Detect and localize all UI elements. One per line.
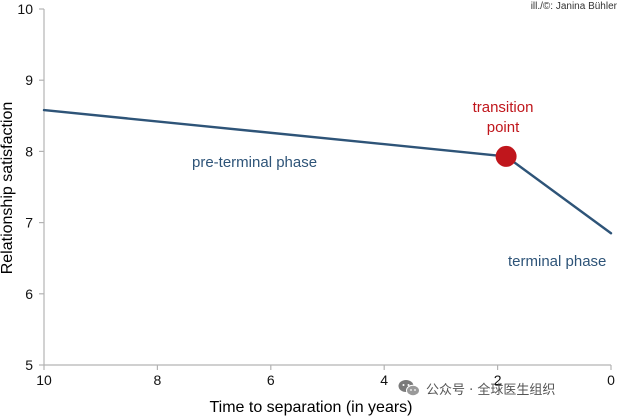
y-tick-label: 6 [25, 286, 33, 302]
image-credit: ill./©: Janina Bühler [531, 1, 618, 12]
x-tick-labels: 10 8 6 4 2 0 [36, 365, 615, 388]
y-tick-label: 8 [25, 143, 33, 159]
y-tick-label: 5 [25, 357, 33, 373]
transition-point-marker [495, 145, 517, 167]
pre-terminal-phase-label: pre-terminal phase [192, 154, 317, 171]
x-tick-label: 0 [607, 372, 615, 388]
series-line [42, 108, 613, 235]
x-tick-label: 10 [36, 372, 52, 388]
y-tick-labels: 5 6 7 8 9 10 [17, 1, 44, 373]
transition-point-label-line-2: point [487, 119, 520, 136]
terminal-phase-label: terminal phase [508, 253, 606, 270]
y-tick-label: 10 [17, 1, 33, 17]
chart-axes [43, 9, 611, 366]
x-tick-label: 4 [380, 372, 388, 388]
x-tick-label: 8 [154, 372, 162, 388]
watermark: 公众号 · 全球医生组织 [398, 377, 555, 399]
y-axis-title: Relationship satisfaction [0, 102, 16, 275]
x-axis-title: Time to separation (in years) [209, 399, 412, 416]
y-tick-label: 9 [25, 72, 33, 88]
series-layer [42, 108, 613, 235]
watermark-text: 公众号 · 全球医生组织 [426, 382, 556, 398]
y-tick-label: 7 [25, 215, 33, 231]
x-tick-label: 2 [494, 372, 502, 388]
wechat-icon [398, 380, 420, 397]
transition-point-label-line-1: transition [473, 99, 534, 116]
x-tick-label: 6 [267, 372, 275, 388]
